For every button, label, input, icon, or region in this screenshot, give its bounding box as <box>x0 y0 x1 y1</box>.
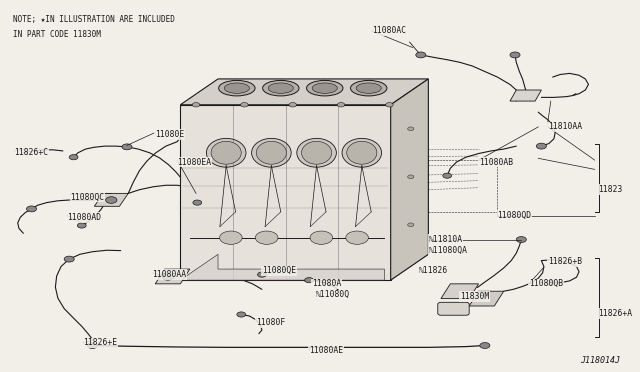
Circle shape <box>106 197 117 203</box>
Polygon shape <box>180 254 428 280</box>
Text: ℕ11080QA: ℕ11080QA <box>428 246 467 255</box>
Polygon shape <box>469 291 504 306</box>
Circle shape <box>510 52 520 58</box>
Text: 11080F: 11080F <box>256 318 285 327</box>
Circle shape <box>547 280 555 285</box>
Ellipse shape <box>342 138 381 167</box>
Text: 11080QE: 11080QE <box>262 266 296 275</box>
Circle shape <box>408 175 414 179</box>
Circle shape <box>162 273 173 280</box>
Polygon shape <box>390 79 428 280</box>
Ellipse shape <box>224 83 250 93</box>
Ellipse shape <box>312 83 337 93</box>
Polygon shape <box>180 105 390 280</box>
Text: NOTE; ★IN ILLUSTRATION ARE INCLUDED: NOTE; ★IN ILLUSTRATION ARE INCLUDED <box>13 15 175 24</box>
Circle shape <box>310 231 333 244</box>
Ellipse shape <box>262 80 299 96</box>
Circle shape <box>305 278 314 283</box>
Circle shape <box>289 103 296 107</box>
Text: 11826+B: 11826+B <box>548 257 582 266</box>
Text: 11080QC: 11080QC <box>70 193 104 202</box>
Ellipse shape <box>206 138 246 167</box>
Text: 11080EA: 11080EA <box>177 157 211 167</box>
Circle shape <box>193 200 202 205</box>
Circle shape <box>192 103 200 107</box>
Circle shape <box>241 103 248 107</box>
Text: 11080A: 11080A <box>312 279 342 288</box>
Text: 11080QD: 11080QD <box>497 211 532 220</box>
Text: 11826+E: 11826+E <box>83 339 117 347</box>
Circle shape <box>536 143 547 149</box>
Ellipse shape <box>347 141 377 164</box>
Circle shape <box>77 223 86 228</box>
Polygon shape <box>180 254 385 280</box>
Text: 11080AC: 11080AC <box>372 26 406 35</box>
Text: 11080AA: 11080AA <box>152 270 186 279</box>
Circle shape <box>346 231 369 244</box>
Polygon shape <box>94 193 128 206</box>
Circle shape <box>255 231 278 244</box>
Circle shape <box>237 312 246 317</box>
Polygon shape <box>156 269 189 284</box>
Ellipse shape <box>256 141 287 164</box>
Ellipse shape <box>252 138 291 167</box>
Ellipse shape <box>297 138 337 167</box>
Ellipse shape <box>307 80 343 96</box>
Ellipse shape <box>219 80 255 96</box>
Text: 11823: 11823 <box>598 185 622 194</box>
Text: 11080QB: 11080QB <box>529 279 563 288</box>
Text: 11080AE: 11080AE <box>309 346 343 355</box>
Circle shape <box>122 144 132 150</box>
Circle shape <box>408 223 414 227</box>
Text: ℕ11826: ℕ11826 <box>419 266 448 275</box>
Circle shape <box>416 52 426 58</box>
Circle shape <box>69 155 78 160</box>
Circle shape <box>386 103 393 107</box>
Circle shape <box>480 343 490 349</box>
Text: 11080AD: 11080AD <box>67 213 102 222</box>
Text: J118014J: J118014J <box>580 356 620 365</box>
Ellipse shape <box>211 141 241 164</box>
Circle shape <box>64 256 74 262</box>
Text: ℕ11810A: ℕ11810A <box>428 235 463 244</box>
Polygon shape <box>510 90 541 101</box>
Ellipse shape <box>301 141 332 164</box>
Circle shape <box>443 173 452 178</box>
Text: IN PART CODE 11830M: IN PART CODE 11830M <box>13 30 100 39</box>
Polygon shape <box>180 79 428 105</box>
Ellipse shape <box>268 83 293 93</box>
Ellipse shape <box>356 83 381 93</box>
Circle shape <box>257 272 266 277</box>
Polygon shape <box>441 284 479 299</box>
Circle shape <box>516 237 526 243</box>
Text: 11080AB: 11080AB <box>479 157 513 167</box>
Text: ℕ11080Q: ℕ11080Q <box>316 291 349 299</box>
Text: 11080E: 11080E <box>156 130 184 139</box>
Text: 11830M: 11830M <box>460 292 489 301</box>
Text: 11826+C: 11826+C <box>14 148 48 157</box>
Circle shape <box>408 127 414 131</box>
Ellipse shape <box>351 80 387 96</box>
Text: 11826+A: 11826+A <box>598 309 632 318</box>
Circle shape <box>337 103 345 107</box>
FancyBboxPatch shape <box>438 302 469 315</box>
Circle shape <box>26 206 36 212</box>
Text: 11810AA: 11810AA <box>548 122 582 131</box>
Circle shape <box>220 231 242 244</box>
Circle shape <box>88 343 97 349</box>
